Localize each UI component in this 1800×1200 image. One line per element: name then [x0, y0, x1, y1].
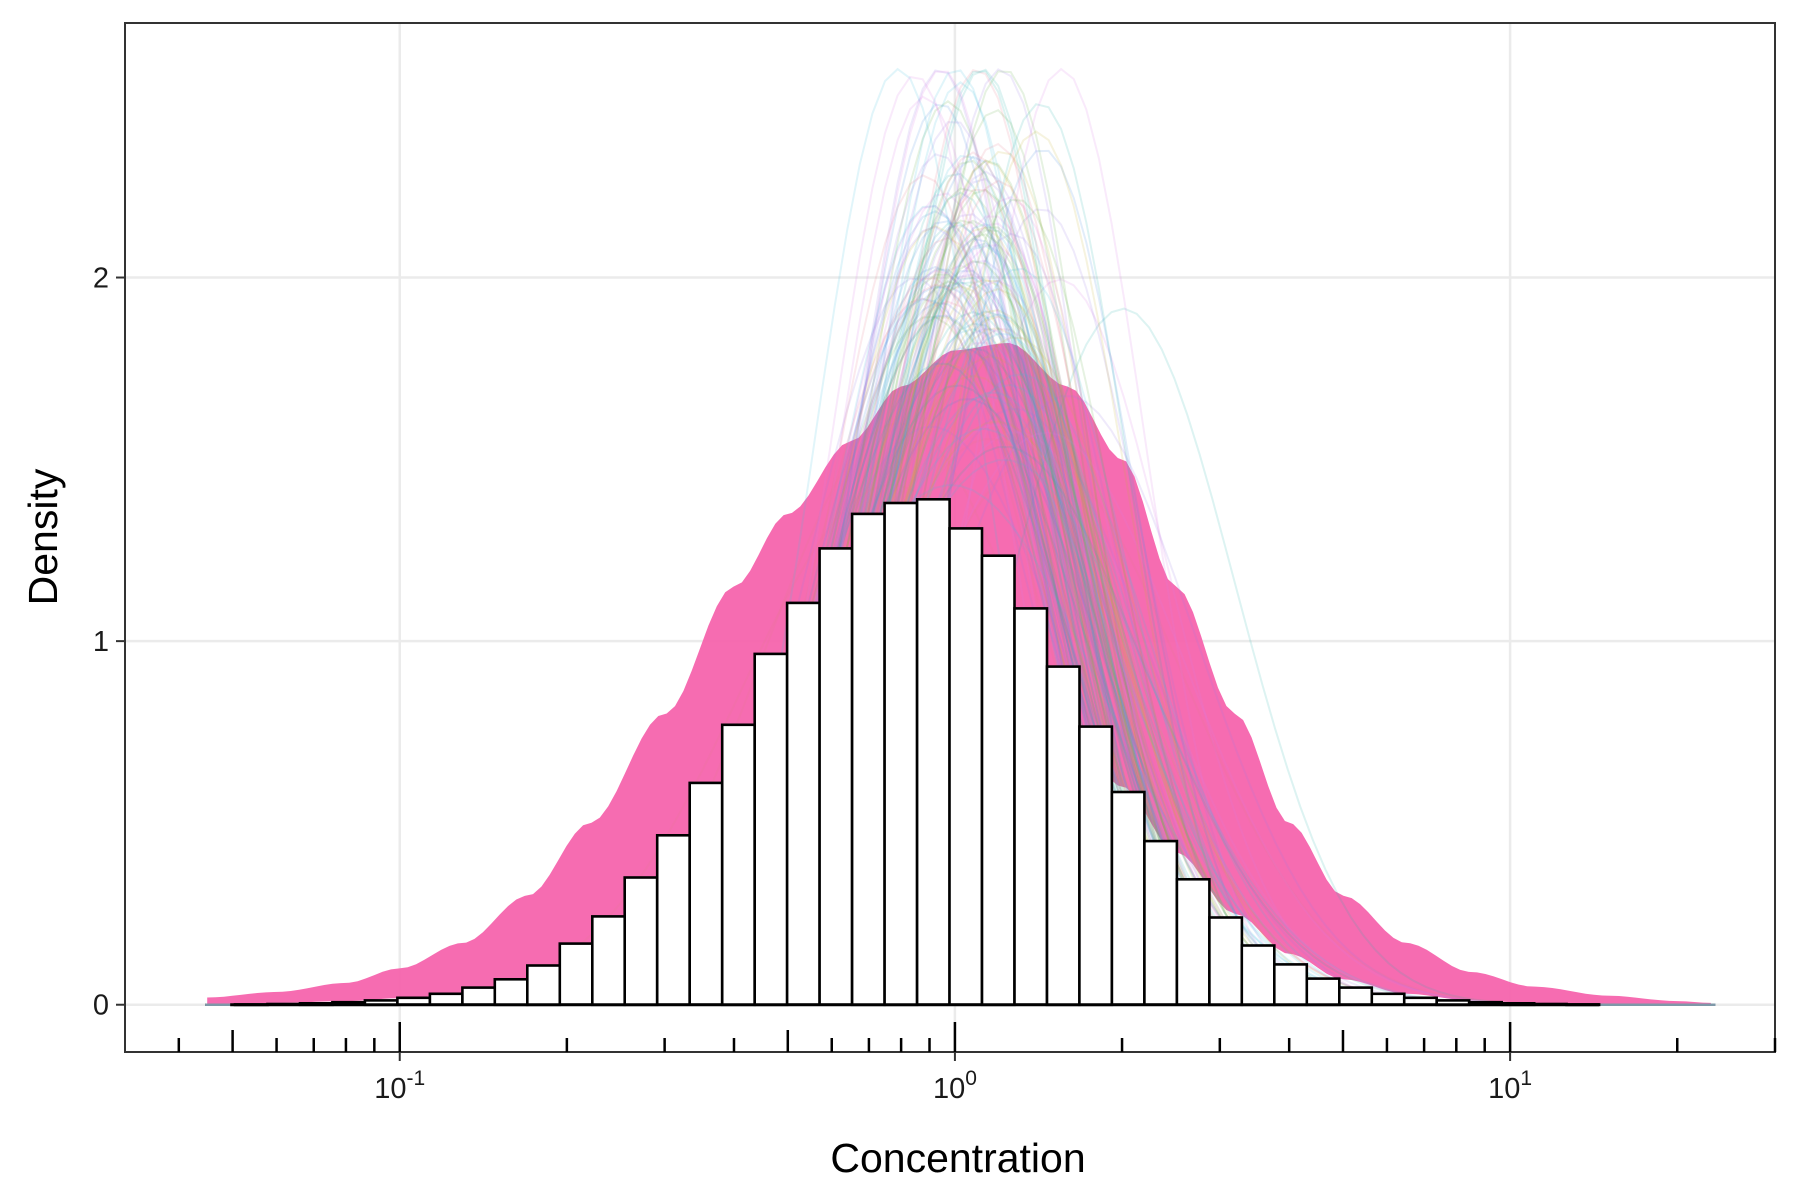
histogram-bar — [785, 601, 821, 1007]
histogram-bar — [818, 547, 854, 1007]
histogram-bar — [525, 964, 562, 1007]
x-tick-label: 100 — [933, 1067, 977, 1105]
panel-border — [124, 22, 1776, 1053]
histogram-bar — [428, 992, 464, 1006]
axis-ticks: 0 1 2 10-1 100 101 — [93, 263, 1777, 1105]
y-tick-label: 2 — [93, 263, 109, 295]
histogram-bar — [720, 723, 757, 1007]
histogram-bar — [850, 512, 886, 1007]
histogram-bar — [1175, 877, 1211, 1006]
histogram-bars — [230, 497, 1601, 1007]
histogram-bar — [558, 942, 594, 1006]
y-tick-label: 1 — [93, 626, 109, 658]
histogram-bar — [493, 977, 529, 1007]
histogram-bar — [1013, 607, 1049, 1007]
histogram-bar — [688, 781, 724, 1007]
histogram-bar — [590, 915, 627, 1007]
histogram-bar — [655, 833, 692, 1006]
histogram-bar — [1208, 916, 1244, 1007]
histogram-bar — [1045, 665, 1081, 1007]
histogram-bar — [1273, 963, 1309, 1007]
histogram-bar — [883, 501, 919, 1007]
histogram-bar — [753, 652, 789, 1007]
histogram-bar — [948, 527, 984, 1007]
histogram-bar — [980, 554, 1016, 1007]
histogram-bar — [1370, 992, 1406, 1006]
histogram-bar — [1078, 725, 1114, 1007]
histogram-bar — [1143, 839, 1179, 1006]
histogram-bar — [1110, 790, 1146, 1006]
x-tick-label: 101 — [1488, 1067, 1532, 1105]
y-tick-label: 0 — [93, 990, 109, 1022]
x-tick-label: 10-1 — [374, 1067, 425, 1105]
axis-frame — [124, 22, 1776, 1053]
histogram-bar — [915, 497, 951, 1006]
histogram-bar — [1305, 977, 1341, 1007]
x-axis-title: Concentration — [830, 1135, 1085, 1181]
histogram-bar — [1338, 986, 1374, 1006]
histogram-bar — [623, 876, 659, 1007]
y-axis-title: Density — [20, 468, 66, 605]
histogram-bar — [461, 986, 497, 1006]
histogram-bar — [1240, 944, 1276, 1007]
